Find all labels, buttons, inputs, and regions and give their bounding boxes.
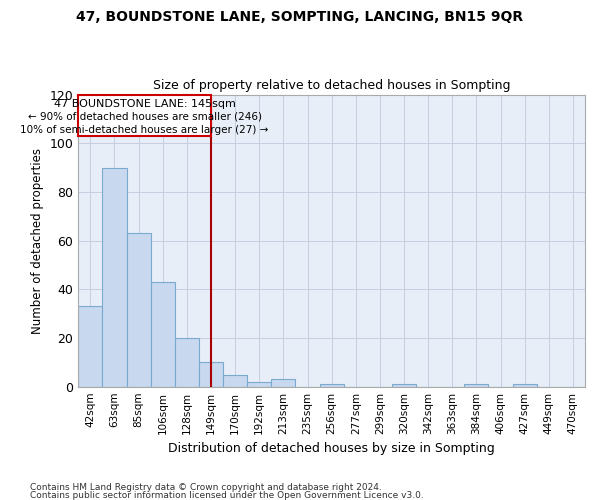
Text: 47, BOUNDSTONE LANE, SOMPTING, LANCING, BN15 9QR: 47, BOUNDSTONE LANE, SOMPTING, LANCING, …	[76, 10, 524, 24]
Bar	[103, 168, 127, 386]
Text: Contains public sector information licensed under the Open Government Licence v3: Contains public sector information licen…	[30, 490, 424, 500]
Bar	[464, 384, 488, 386]
Bar	[247, 382, 271, 386]
Title: Size of property relative to detached houses in Sompting: Size of property relative to detached ho…	[153, 79, 511, 92]
Text: 10% of semi-detached houses are larger (27) →: 10% of semi-detached houses are larger (…	[20, 125, 269, 135]
Bar	[127, 234, 151, 386]
Text: Contains HM Land Registry data © Crown copyright and database right 2024.: Contains HM Land Registry data © Crown c…	[30, 484, 382, 492]
X-axis label: Distribution of detached houses by size in Sompting: Distribution of detached houses by size …	[168, 442, 495, 455]
Y-axis label: Number of detached properties: Number of detached properties	[31, 148, 44, 334]
Bar	[271, 380, 295, 386]
Bar	[199, 362, 223, 386]
Bar	[392, 384, 416, 386]
Bar	[151, 282, 175, 387]
Text: 47 BOUNDSTONE LANE: 145sqm: 47 BOUNDSTONE LANE: 145sqm	[54, 100, 236, 110]
Bar	[78, 306, 103, 386]
Bar	[175, 338, 199, 386]
Bar	[320, 384, 344, 386]
Text: ← 90% of detached houses are smaller (246): ← 90% of detached houses are smaller (24…	[28, 112, 262, 122]
Bar	[512, 384, 537, 386]
Bar	[78, 94, 211, 136]
Bar	[223, 374, 247, 386]
